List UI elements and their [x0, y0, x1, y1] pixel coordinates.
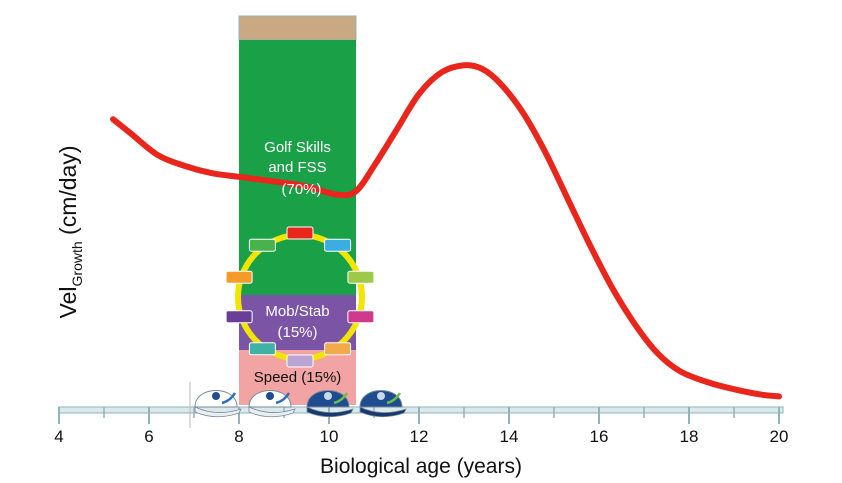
cap-brim — [194, 406, 242, 418]
cycle-block — [248, 238, 276, 252]
cycle-block — [248, 342, 276, 356]
cap-icon — [248, 390, 296, 418]
cap-brim — [248, 406, 296, 418]
mob-label-line-2: (15%) — [277, 324, 317, 341]
x-tick-label: 14 — [500, 427, 519, 446]
cap-swoosh — [275, 392, 291, 405]
golf-label-line-1: Golf Skills — [264, 139, 331, 156]
cap-logo — [377, 392, 385, 400]
x-tick-label: 18 — [680, 427, 699, 446]
cap-brim — [359, 406, 407, 418]
cycle-block — [347, 310, 375, 324]
cap-brim — [306, 406, 354, 418]
cycle-block — [225, 270, 253, 284]
cap-icon — [194, 390, 242, 418]
cap-swoosh — [386, 392, 402, 405]
golf-label-line-3: (70%) — [281, 181, 321, 198]
x-tick-label: 10 — [320, 427, 339, 446]
cycle-block — [286, 226, 314, 240]
cap-logo — [324, 392, 332, 400]
cycle-block — [286, 354, 314, 368]
cap-icons — [194, 390, 407, 418]
speed-label: Speed (15%) — [254, 369, 342, 386]
cycle-blocks — [225, 226, 375, 368]
cap-icon — [306, 390, 354, 418]
x-tick-label: 6 — [144, 427, 153, 446]
x-axis-ticks — [58, 382, 780, 428]
growth-velocity-line — [110, 62, 782, 400]
cycle-block — [347, 270, 375, 284]
x-tick-label: 20 — [770, 427, 789, 446]
cap-logo — [212, 392, 220, 400]
x-tick-label: 12 — [410, 427, 429, 446]
y-axis-title: VelGrowth (cm/day) — [55, 146, 85, 319]
cap-swoosh — [221, 392, 237, 405]
x-tick-label: 16 — [590, 427, 609, 446]
cycle-block — [324, 238, 352, 252]
y-axis-title-unit: (cm/day) — [55, 146, 81, 242]
x-axis: 4 6 8 10 12 14 16 18 20 — [54, 382, 788, 446]
cycle-block — [324, 342, 352, 356]
mob-label-line-1: Mob/Stab — [265, 303, 329, 320]
x-axis-tick-labels: 4 6 8 10 12 14 16 18 20 — [54, 427, 788, 446]
cycle-block — [225, 310, 253, 324]
x-axis-title: Biological age (years) — [320, 455, 522, 478]
y-axis-title-subscript: Growth — [69, 241, 85, 286]
x-tick-label: 8 — [234, 427, 243, 446]
cap-icon — [359, 390, 407, 418]
cap-swoosh — [333, 392, 349, 405]
y-axis-title-main: Vel — [55, 286, 81, 318]
x-tick-label: 4 — [54, 427, 63, 446]
cap-logo — [266, 392, 274, 400]
x-axis-line — [58, 406, 784, 414]
golf-label-line-2: and FSS — [268, 159, 326, 176]
bar-top-segment — [238, 15, 357, 41]
training-cycle-diagram — [225, 226, 375, 368]
